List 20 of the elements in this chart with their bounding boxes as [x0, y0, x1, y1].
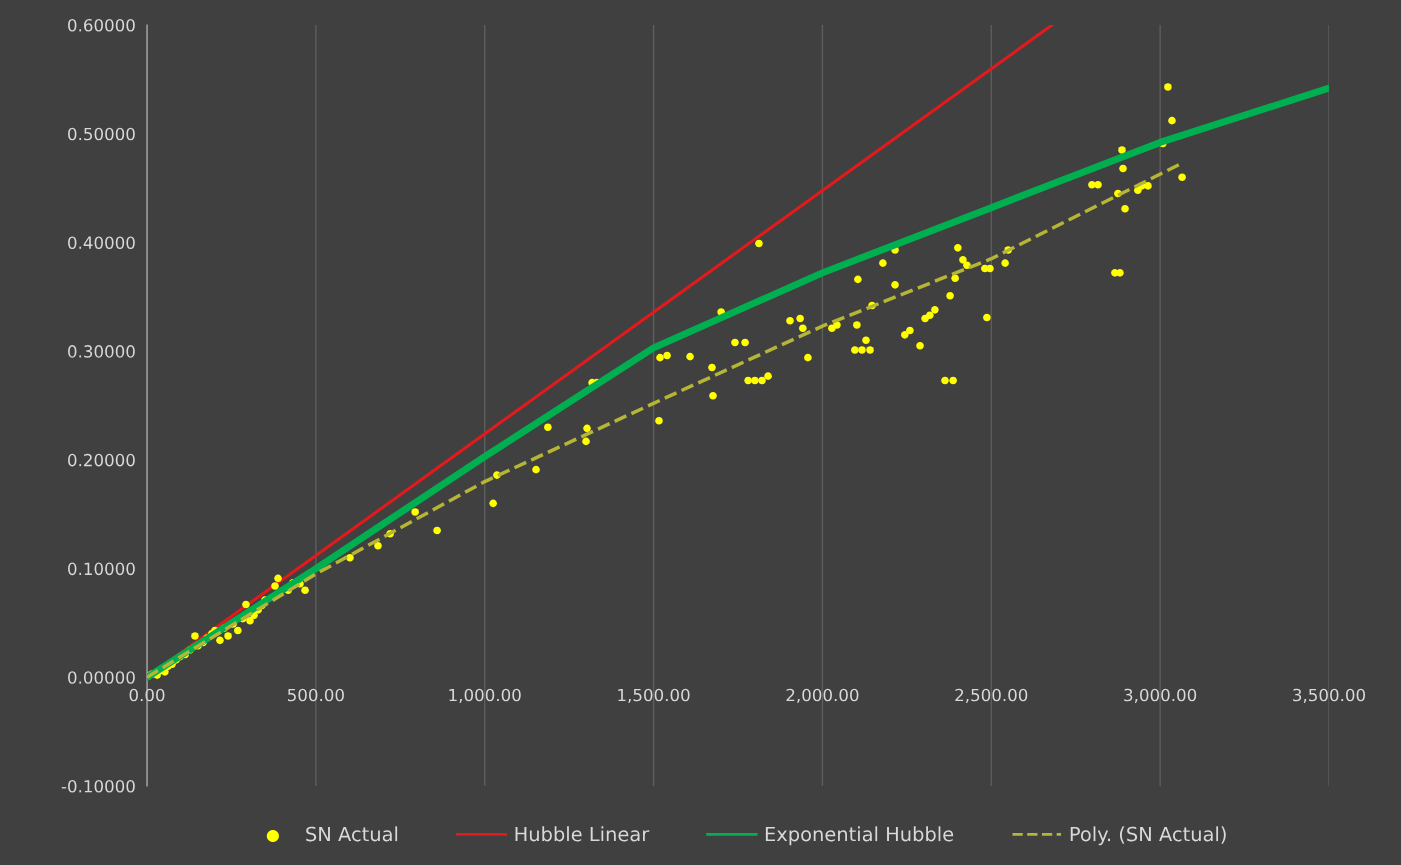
x-tick-label: 2,000.00: [786, 688, 859, 703]
y-tick-label: -0.10000: [61, 779, 135, 793]
legend-label: Poly. (SN Actual): [1070, 826, 1226, 846]
x-tick-label: 2,500.00: [955, 688, 1028, 703]
x-tick-label: 3,500.00: [1293, 688, 1365, 703]
y-tick-label: 0.40000: [68, 236, 135, 249]
y-tick-label: 0.30000: [68, 345, 135, 358]
x-tick-label: 1,500.00: [618, 688, 690, 703]
x-tick-label: 0.00: [129, 688, 165, 702]
y-tick-label: 0.20000: [68, 453, 135, 467]
x-tick-label: 3,000.00: [1124, 688, 1197, 703]
y-tick-label: 0.60000: [68, 18, 135, 32]
y-tick-label: 0.10000: [68, 562, 135, 576]
legend-label: Exponential Hubble: [765, 826, 954, 846]
y-tick-label: 0.00000: [68, 671, 135, 684]
x-tick-label: 500.00: [287, 688, 344, 702]
legend-label: Hubble Linear: [515, 826, 650, 842]
legend-label: SN Actual: [306, 826, 398, 842]
y-tick-label: 0.50000: [68, 127, 135, 141]
x-tick-label: 1,000.00: [449, 688, 521, 703]
